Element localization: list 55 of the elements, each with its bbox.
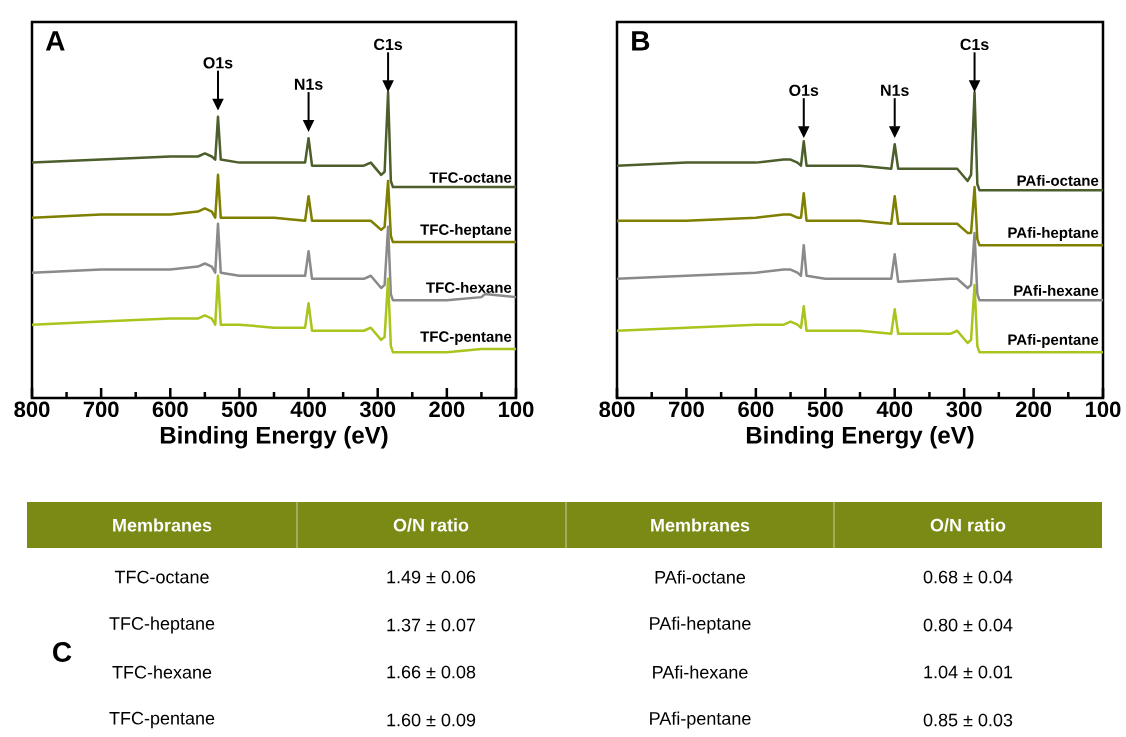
text: 1.49 ± 0.06: [387, 570, 476, 584]
text: PAfi-octane: [655, 570, 746, 584]
text: TFC-hexane: [112, 665, 212, 679]
x-tick-label: 700: [83, 401, 119, 418]
x-tick-label: 300: [946, 401, 982, 418]
text: C: [53, 642, 72, 662]
text: TFC-octane: [114, 570, 209, 584]
text: TFC-pentane: [109, 711, 215, 729]
text: 0.85 ± 0.03: [923, 713, 1013, 727]
x-axis-title: Binding Energy (eV): [160, 426, 388, 449]
annotation: N1s: [294, 78, 323, 90]
x-tick-label: 700: [669, 401, 704, 418]
series-label: PAfi-heptane: [1008, 226, 1099, 241]
x-tick-label: 100: [499, 401, 534, 418]
x-tick-label: 300: [359, 401, 396, 418]
annotation: O1s: [203, 57, 233, 69]
annotation: O1s: [789, 84, 819, 96]
x-tick-label: 600: [152, 401, 188, 418]
text: Membranes: [651, 518, 750, 532]
series-label: PAfi-pentane: [1008, 333, 1099, 348]
series-label: PAfi-octane: [1017, 174, 1099, 186]
x-tick-label: 600: [738, 401, 774, 418]
annotation: C1s: [960, 38, 989, 51]
chart-title: A: [45, 31, 65, 51]
series-label: TFC-hexane: [426, 281, 512, 293]
x-tick-label: 100: [1086, 401, 1121, 418]
annotation: C1s: [374, 38, 403, 51]
x-tick-label: 400: [876, 401, 913, 418]
x-tick-label: 500: [807, 401, 843, 418]
x-axis-title: Binding Energy (eV): [746, 426, 974, 449]
text: 1.04 ± 0.01: [924, 665, 1013, 679]
x-tick-label: 200: [429, 401, 465, 418]
series-label: TFC-pentane: [420, 331, 512, 345]
x-tick-label: 400: [290, 401, 327, 418]
text: PAfi-hexane: [653, 665, 748, 679]
text: PAfi-pentane: [650, 711, 751, 729]
text: 1.66 ± 0.08: [387, 665, 476, 679]
text: PAfi-heptane: [650, 616, 751, 634]
series-label: TFC-octane: [429, 172, 512, 183]
text: 0.68 ± 0.04: [923, 570, 1013, 584]
text: 1.37 ± 0.07: [387, 618, 476, 632]
x-tick-label: 800: [14, 401, 50, 418]
text: 1.60 ± 0.09: [387, 713, 476, 727]
series-label: PAfi-hexane: [1014, 284, 1099, 296]
text: 0.80 ± 0.04: [923, 618, 1013, 632]
annotation: N1s: [881, 84, 909, 96]
text: O/N ratio: [930, 518, 1006, 532]
x-tick-label: 200: [1015, 401, 1052, 418]
text: Membranes: [113, 518, 212, 532]
text: TFC-heptane: [109, 616, 215, 634]
chart-title: B: [632, 31, 650, 51]
text: O/N ratio: [393, 518, 469, 532]
x-tick-label: 800: [599, 401, 635, 418]
x-tick-label: 500: [221, 401, 257, 418]
series-label: TFC-heptane: [420, 223, 512, 238]
